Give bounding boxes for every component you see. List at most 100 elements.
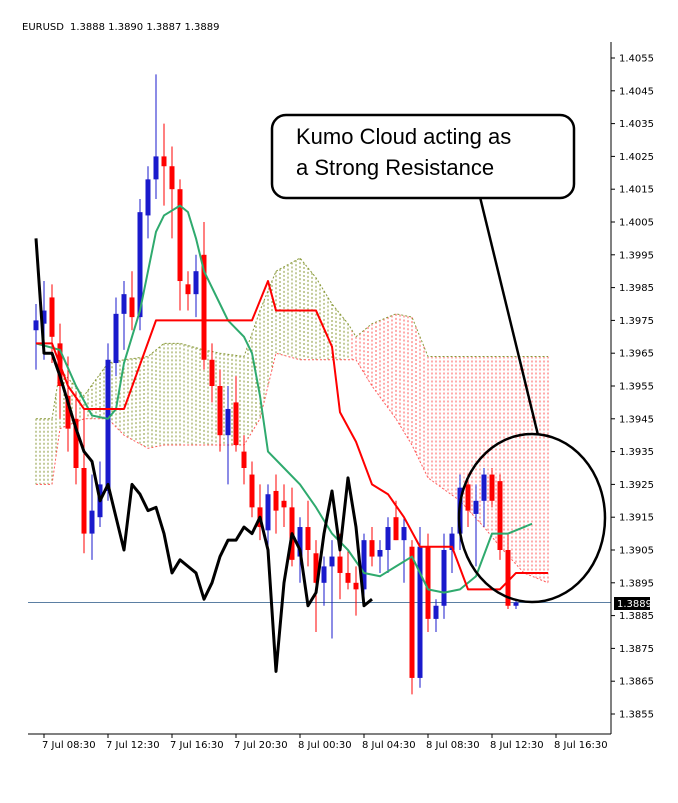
candle — [257, 484, 263, 541]
y-tick-label: 1.4035 — [619, 119, 654, 130]
candle-body — [377, 550, 383, 557]
indicator-lines — [34, 204, 548, 673]
candle — [329, 540, 335, 639]
candle-body — [201, 254, 207, 360]
candle-body — [217, 386, 223, 436]
candle — [241, 435, 247, 485]
candle-body — [449, 533, 455, 550]
candle — [273, 474, 279, 534]
candle-body — [313, 553, 319, 583]
candle — [225, 386, 231, 485]
y-tick-label: 1.3965 — [619, 349, 654, 360]
y-tick-label: 1.4025 — [619, 152, 654, 163]
y-tick-label: 1.3905 — [619, 546, 654, 557]
candle-body — [505, 550, 511, 606]
candle — [249, 461, 255, 518]
candle-body — [513, 602, 519, 606]
candle-body — [129, 297, 135, 318]
x-tick-label: 8 Jul 12:30 — [490, 740, 544, 751]
candle — [289, 487, 295, 567]
candle-body — [41, 310, 47, 324]
candle-body — [65, 395, 71, 429]
candle — [113, 297, 119, 377]
candle — [121, 281, 127, 350]
candle — [489, 468, 495, 508]
x-tick-label: 8 Jul 04:30 — [362, 740, 416, 751]
candle-body — [481, 474, 487, 501]
candle-body — [425, 546, 431, 619]
candle-body — [161, 156, 167, 167]
candle-body — [73, 418, 79, 468]
chikou-span-line — [34, 238, 373, 673]
candle-body — [417, 546, 423, 678]
candle — [305, 500, 311, 567]
senkou-span-a — [36, 257, 548, 420]
candle-body — [489, 474, 495, 501]
candle — [377, 540, 383, 573]
candle — [481, 468, 487, 528]
candle-body — [305, 527, 311, 550]
candle — [169, 146, 175, 239]
candle-body — [473, 500, 479, 514]
candle-body — [281, 500, 287, 508]
candle-body — [105, 359, 111, 491]
candle — [473, 484, 479, 567]
candle-body — [249, 474, 255, 508]
candle-body — [241, 451, 247, 468]
candle-body — [233, 402, 239, 446]
candle-body — [385, 527, 391, 550]
candle-body — [361, 540, 367, 590]
candle-body — [177, 189, 183, 282]
candle-body — [409, 546, 415, 678]
symbol-label: EURUSD — [22, 22, 64, 33]
candle — [185, 271, 191, 311]
candle — [129, 271, 135, 331]
candle-body — [465, 484, 471, 511]
candle — [409, 540, 415, 695]
candle-body — [153, 156, 159, 180]
ohlc-readout: 1.3888 1.3890 1.3887 1.3889 — [70, 22, 220, 33]
candle-body — [353, 582, 359, 590]
candle-body — [497, 481, 503, 550]
resistance-highlight-circle — [457, 432, 607, 604]
candle — [209, 343, 215, 403]
candle — [401, 517, 407, 583]
y-tick-label: 1.3875 — [619, 644, 654, 655]
y-tick-label: 1.3865 — [619, 677, 654, 688]
tenkan-sen-line — [36, 280, 548, 591]
candle-body — [89, 510, 95, 534]
candle — [385, 517, 391, 573]
candle — [153, 74, 159, 200]
candle — [417, 527, 423, 688]
x-tick-label: 7 Jul 08:30 — [42, 740, 96, 751]
candle-body — [169, 166, 175, 190]
candle — [369, 527, 375, 567]
x-tick-label: 8 Jul 08:30 — [426, 740, 480, 751]
candle-body — [145, 179, 151, 216]
x-tick-label: 7 Jul 12:30 — [106, 740, 160, 751]
y-tick-label: 1.3925 — [619, 480, 654, 491]
x-tick-label: 8 Jul 00:30 — [298, 740, 352, 751]
candle — [465, 474, 471, 528]
candle — [49, 284, 55, 364]
candle-body — [225, 408, 231, 436]
y-tick-label: 1.3995 — [619, 250, 654, 261]
y-tick-label: 1.3935 — [619, 447, 654, 458]
y-tick-label: 1.3985 — [619, 283, 654, 294]
candle-body — [369, 540, 375, 557]
callout-pointer — [478, 196, 540, 436]
price-axis: 1.4055 1.4045 1.4035 1.4025 1.4015 1.4005 1.39… — [28, 42, 654, 735]
time-axis: 7 Jul 08:30 7 Jul 12:30 7 Jul 16:30 7 Jul 2… — [42, 734, 608, 751]
x-tick-label: 8 Jul 16:30 — [554, 740, 608, 751]
candle-body — [49, 297, 55, 337]
callout-box — [270, 113, 576, 200]
candle — [201, 222, 207, 370]
candle — [145, 166, 151, 239]
candle-body — [273, 490, 279, 511]
candle-body — [329, 556, 335, 567]
candle — [161, 123, 167, 206]
candle — [177, 179, 183, 311]
callout-line-1: Kumo Cloud acting as — [296, 124, 511, 149]
callout-annotation: Kumo Cloud acting as a Strong Resistance — [270, 113, 607, 604]
y-tick-label: 1.3895 — [619, 578, 654, 589]
